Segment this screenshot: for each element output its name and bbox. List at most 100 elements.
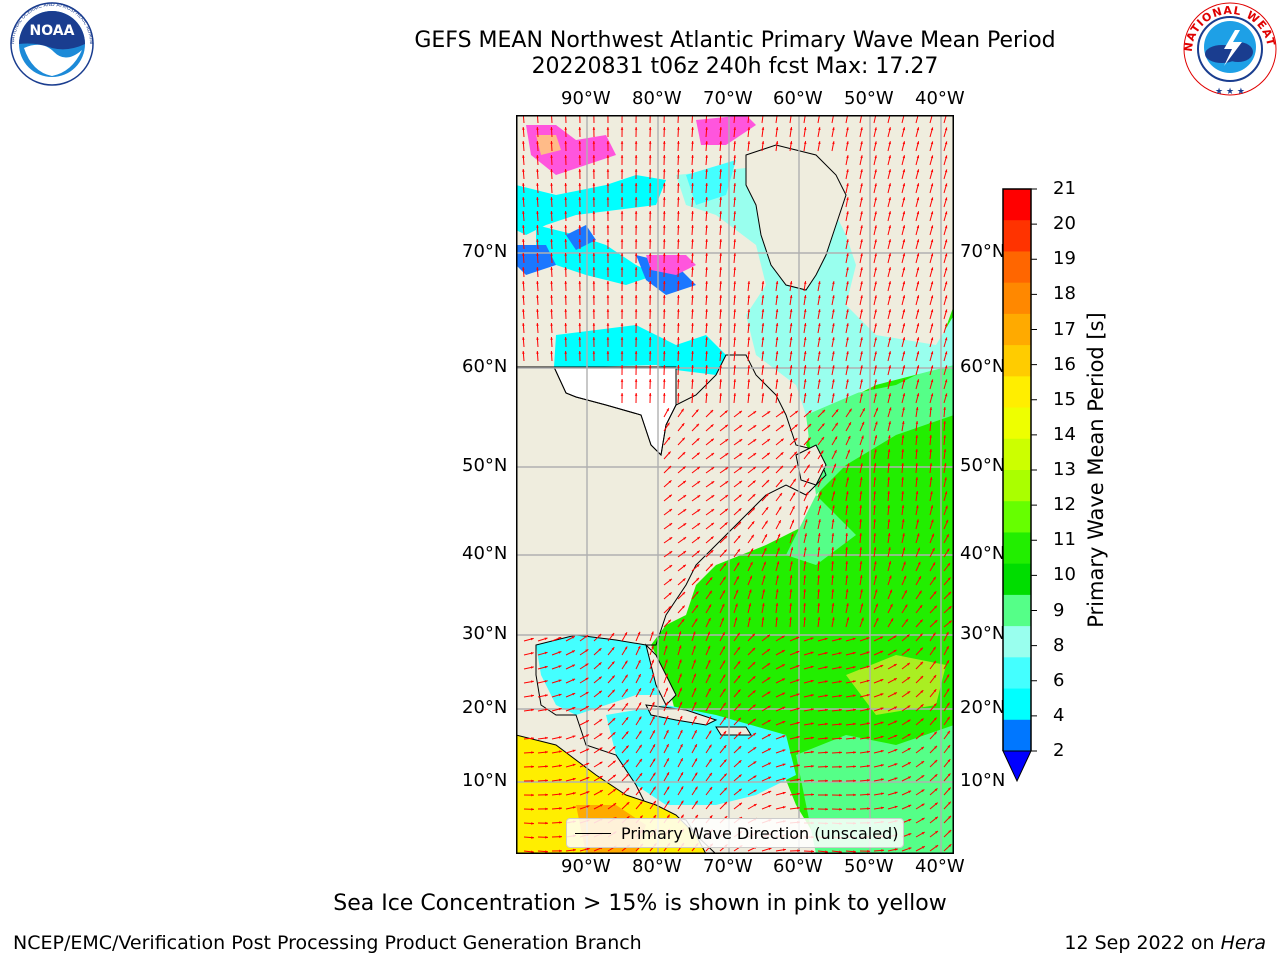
wave-arrow-head bbox=[846, 141, 849, 145]
wave-arrow bbox=[943, 115, 947, 124]
wave-arrow-head bbox=[719, 309, 722, 312]
wave-arrow-head bbox=[653, 786, 656, 790]
wave-arrow-head bbox=[797, 792, 800, 796]
wave-arrow-head bbox=[888, 407, 892, 411]
wave-arrow-head bbox=[530, 680, 534, 683]
wave-arrow-head bbox=[818, 351, 821, 354]
wave-arrow-head bbox=[599, 747, 603, 751]
colorbar-tick-label: 19 bbox=[1053, 248, 1076, 270]
wave-arrow-head bbox=[908, 847, 912, 850]
lon-label-top-90w: 90°W bbox=[561, 88, 611, 109]
wave-arrow-head bbox=[921, 761, 925, 764]
wave-arrow-head bbox=[943, 449, 947, 452]
wave-arrow-head bbox=[612, 703, 615, 707]
wave-arrow-head bbox=[719, 239, 722, 242]
wave-arrow-head bbox=[578, 309, 582, 312]
wave-arrow-head bbox=[651, 673, 654, 677]
wave-arrow-head bbox=[777, 533, 781, 537]
wave-arrow-head bbox=[780, 452, 784, 456]
wave-arrow-head bbox=[839, 808, 842, 811]
wave-arrow-head bbox=[874, 365, 877, 369]
wave-arrow-head bbox=[860, 239, 863, 243]
wave-arrow-head bbox=[634, 365, 638, 368]
wave-arrow-head bbox=[874, 281, 877, 285]
wave-arrow-head bbox=[664, 645, 668, 649]
wave-arrow-head bbox=[708, 702, 711, 706]
lat-label-left-50n: 50°N bbox=[462, 455, 508, 476]
wave-arrow-head bbox=[564, 337, 567, 340]
wave-arrow-head bbox=[625, 703, 628, 706]
wave-arrow-head bbox=[625, 717, 629, 721]
wave-arrow-head bbox=[832, 295, 835, 299]
wave-arrow-head bbox=[545, 779, 548, 782]
wave-arrow-head bbox=[663, 365, 666, 368]
wave-arrow-head bbox=[845, 575, 849, 578]
wave-arrow-head bbox=[592, 239, 596, 242]
wave-arrow-head bbox=[592, 127, 596, 130]
wave-arrow-head bbox=[592, 155, 596, 158]
wave-arrow-head bbox=[695, 409, 699, 413]
wave-arrow-head bbox=[545, 836, 548, 839]
wave-arrow-head bbox=[796, 665, 800, 668]
wave-arrow-head bbox=[894, 763, 898, 766]
wave-arrow-head bbox=[888, 239, 891, 243]
wave-arrow-head bbox=[531, 808, 534, 811]
wave-arrow-head bbox=[578, 211, 582, 214]
wave-arrow-head bbox=[946, 534, 949, 538]
wave-arrow-head bbox=[522, 211, 525, 214]
colorbar-under-arrow bbox=[1002, 750, 1032, 783]
wave-arrow-head bbox=[709, 758, 712, 762]
wave-arrow-head bbox=[719, 267, 722, 270]
wave-arrow-head bbox=[796, 693, 800, 696]
wave-arrow-head bbox=[739, 467, 743, 470]
wave-arrow-head bbox=[916, 127, 920, 131]
wave-arrow-head bbox=[818, 337, 821, 340]
wave-arrow-head bbox=[723, 759, 727, 763]
wave-arrow-head bbox=[874, 183, 877, 187]
wave-arrow-head bbox=[832, 617, 835, 621]
wave-arrow-head bbox=[677, 155, 680, 158]
wave-arrow-head bbox=[873, 491, 876, 494]
wave-arrow-head bbox=[874, 561, 877, 565]
wave-arrow-head bbox=[867, 764, 870, 768]
wave-arrow-head bbox=[888, 253, 891, 257]
wave-arrow-head bbox=[921, 789, 925, 793]
wave-arrow-head bbox=[880, 693, 884, 696]
wave-arrow-head bbox=[944, 225, 948, 229]
wave-arrow-head bbox=[550, 267, 553, 270]
wave-direction-arrows bbox=[522, 115, 953, 854]
wave-arrow-head bbox=[902, 253, 906, 257]
wave-arrow-head bbox=[839, 680, 842, 683]
lon-label-bottom-60w: 60°W bbox=[773, 856, 823, 877]
wave-arrow-head bbox=[790, 561, 793, 565]
wave-arrow-head bbox=[694, 786, 698, 790]
wave-arrow-head bbox=[782, 706, 786, 710]
wave-arrow-head bbox=[708, 604, 712, 608]
wave-arrow-head bbox=[932, 548, 935, 551]
wave-arrow-head bbox=[888, 351, 891, 355]
wave-arrow-head bbox=[919, 633, 923, 637]
wave-arrow-head bbox=[803, 603, 806, 606]
wave-arrow-head bbox=[818, 365, 821, 368]
wave-arrow-head bbox=[846, 603, 849, 607]
wave-arrow-head bbox=[599, 776, 603, 779]
wave-arrow-head bbox=[733, 309, 736, 312]
wave-arrow-head bbox=[762, 589, 765, 593]
wave-arrow-head bbox=[536, 225, 539, 228]
wave-arrow-head bbox=[733, 365, 736, 368]
wave-arrow-head bbox=[867, 736, 870, 739]
wave-arrow-head bbox=[860, 253, 863, 257]
wave-arrow-head bbox=[677, 379, 680, 382]
wave-arrow-head bbox=[930, 295, 934, 299]
colorbar-segment bbox=[1003, 719, 1031, 752]
wave-arrow-head bbox=[681, 619, 685, 622]
wave-arrow-head bbox=[705, 211, 708, 214]
wave-arrow-head bbox=[592, 267, 596, 270]
wave-arrow-head bbox=[550, 337, 553, 340]
wave-arrow-head bbox=[803, 575, 807, 578]
wave-arrow-head bbox=[817, 561, 820, 564]
wave-arrow-head bbox=[920, 661, 923, 665]
wave-arrow-head bbox=[572, 806, 576, 809]
wave-arrow-head bbox=[867, 849, 870, 853]
wave-arrow-head bbox=[634, 337, 638, 340]
